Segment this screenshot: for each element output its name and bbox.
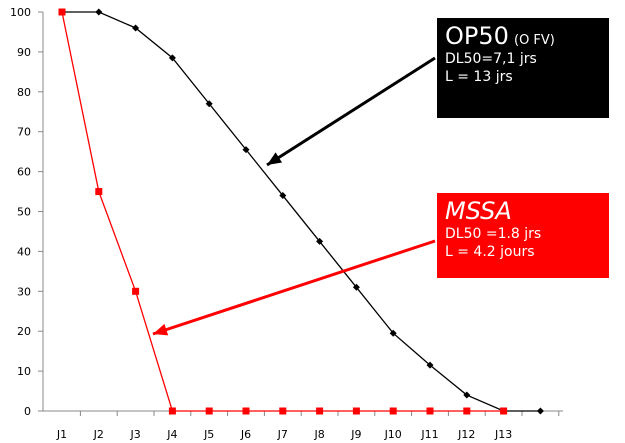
y-tick-label: 100 (10, 6, 31, 19)
data-point-mssa (500, 407, 508, 415)
data-point-op50 (95, 8, 103, 16)
data-point-mssa (463, 407, 471, 415)
x-tick-label: J13 (494, 428, 512, 441)
y-tick-label: 40 (17, 245, 31, 258)
tick-labels: 0 10 20 30 40 50 60 70 80 90 100 J1 J2 J3 J4 J5 J6 J7 J8 J9… (10, 6, 512, 441)
data-point-op50 (426, 361, 434, 369)
arrow-mssa-shaft (152, 239, 436, 336)
data-point-mssa (352, 407, 360, 415)
data-point-mssa (279, 407, 287, 415)
annotation-arrows (152, 56, 436, 336)
x-tick-label: J3 (129, 428, 140, 441)
x-tick-label: J5 (203, 428, 214, 441)
data-point-mssa (316, 407, 324, 415)
data-point-op50 (168, 54, 176, 62)
y-tick-label: 70 (17, 126, 31, 139)
arrow-op50-head (267, 152, 283, 165)
annotation-mssa: MSSA DL50 =1.8 jrs L = 4.2 jours (437, 193, 609, 278)
y-tick-label: 10 (17, 365, 31, 378)
annotation-op50-l: L = 13 jrs (445, 69, 513, 85)
data-point-op50 (242, 146, 250, 154)
data-point-mssa (242, 407, 250, 415)
data-point-op50 (352, 283, 360, 291)
x-tick-label: J8 (313, 428, 324, 441)
x-tick-label: J9 (350, 428, 361, 441)
y-tick-label: 80 (17, 86, 31, 99)
data-point-op50 (279, 192, 287, 200)
data-point-op50 (205, 100, 213, 108)
arrow-op50 (266, 56, 436, 167)
data-point-op50 (132, 24, 140, 32)
series-line-op50 (62, 11, 541, 412)
data-point-mssa (58, 8, 66, 16)
data-point-mssa (205, 407, 213, 415)
annotation-op50-dl50: DL50=7,1 jrs (445, 51, 537, 67)
arrow-op50-shaft (266, 56, 436, 167)
series-markers (58, 8, 544, 415)
data-point-op50 (389, 329, 397, 337)
arrow-mssa-head (153, 323, 169, 336)
y-tick-label: 0 (24, 405, 31, 418)
y-tick-label: 60 (17, 166, 31, 179)
annotation-mssa-title: MSSA (445, 197, 512, 225)
y-tick-label: 30 (17, 285, 31, 298)
data-point-op50 (536, 407, 544, 415)
data-point-mssa (168, 407, 176, 415)
data-point-mssa (426, 407, 434, 415)
annotation-op50-title: OP50 (445, 22, 509, 50)
arrow-mssa (152, 239, 436, 336)
data-point-op50 (463, 391, 471, 399)
x-tick-label: J1 (56, 428, 67, 441)
x-tick-label: J2 (93, 428, 104, 441)
y-tick-label: 50 (17, 206, 31, 219)
x-tick-label: J7 (277, 428, 288, 441)
data-point-op50 (316, 237, 324, 245)
annotation-mssa-dl50: DL50 =1.8 jrs (445, 226, 542, 242)
x-tick-label: J6 (240, 428, 251, 441)
annotation-op50-suffix: (O FV) (514, 33, 555, 48)
x-tick-label: J11 (420, 428, 438, 441)
data-point-mssa (132, 287, 140, 295)
y-tick-label: 90 (17, 46, 31, 59)
data-point-mssa (389, 407, 397, 415)
annotation-op50: OP50 (O FV) DL50=7,1 jrs L = 13 jrs (437, 18, 609, 118)
x-tick-label: J12 (457, 428, 475, 441)
annotation-mssa-l: L = 4.2 jours (445, 244, 535, 260)
x-tick-label: J4 (166, 428, 177, 441)
data-point-mssa (95, 188, 103, 196)
y-tick-label: 20 (17, 325, 31, 338)
x-tick-label: J10 (384, 428, 402, 441)
